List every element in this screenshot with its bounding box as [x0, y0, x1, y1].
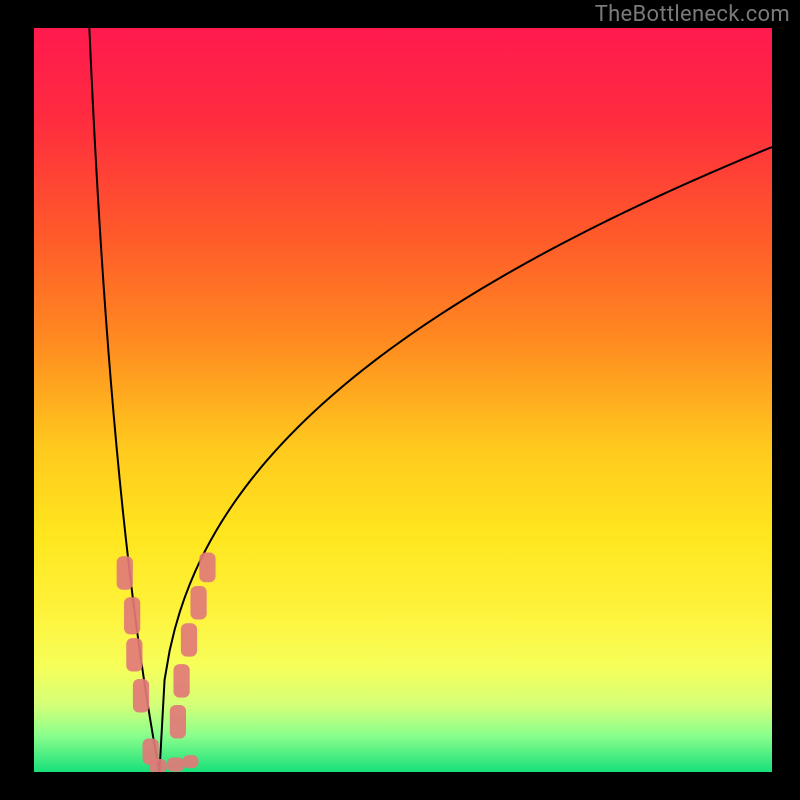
bottleneck-plot — [0, 0, 800, 800]
marker-capsule — [133, 679, 149, 712]
marker-capsule — [199, 553, 215, 583]
plot-background — [34, 28, 772, 772]
stage: TheBottleneck.com — [0, 0, 800, 800]
marker-capsule — [117, 556, 133, 589]
watermark-text: TheBottleneck.com — [595, 2, 790, 27]
marker-capsule — [173, 664, 189, 697]
marker-capsule — [167, 757, 185, 771]
marker-capsule — [181, 623, 197, 656]
marker-capsule — [190, 586, 206, 619]
marker-capsule — [170, 705, 186, 738]
marker-capsule — [124, 597, 140, 634]
marker-capsule — [126, 638, 142, 671]
marker-capsule — [182, 755, 198, 768]
marker-capsule — [149, 759, 167, 773]
